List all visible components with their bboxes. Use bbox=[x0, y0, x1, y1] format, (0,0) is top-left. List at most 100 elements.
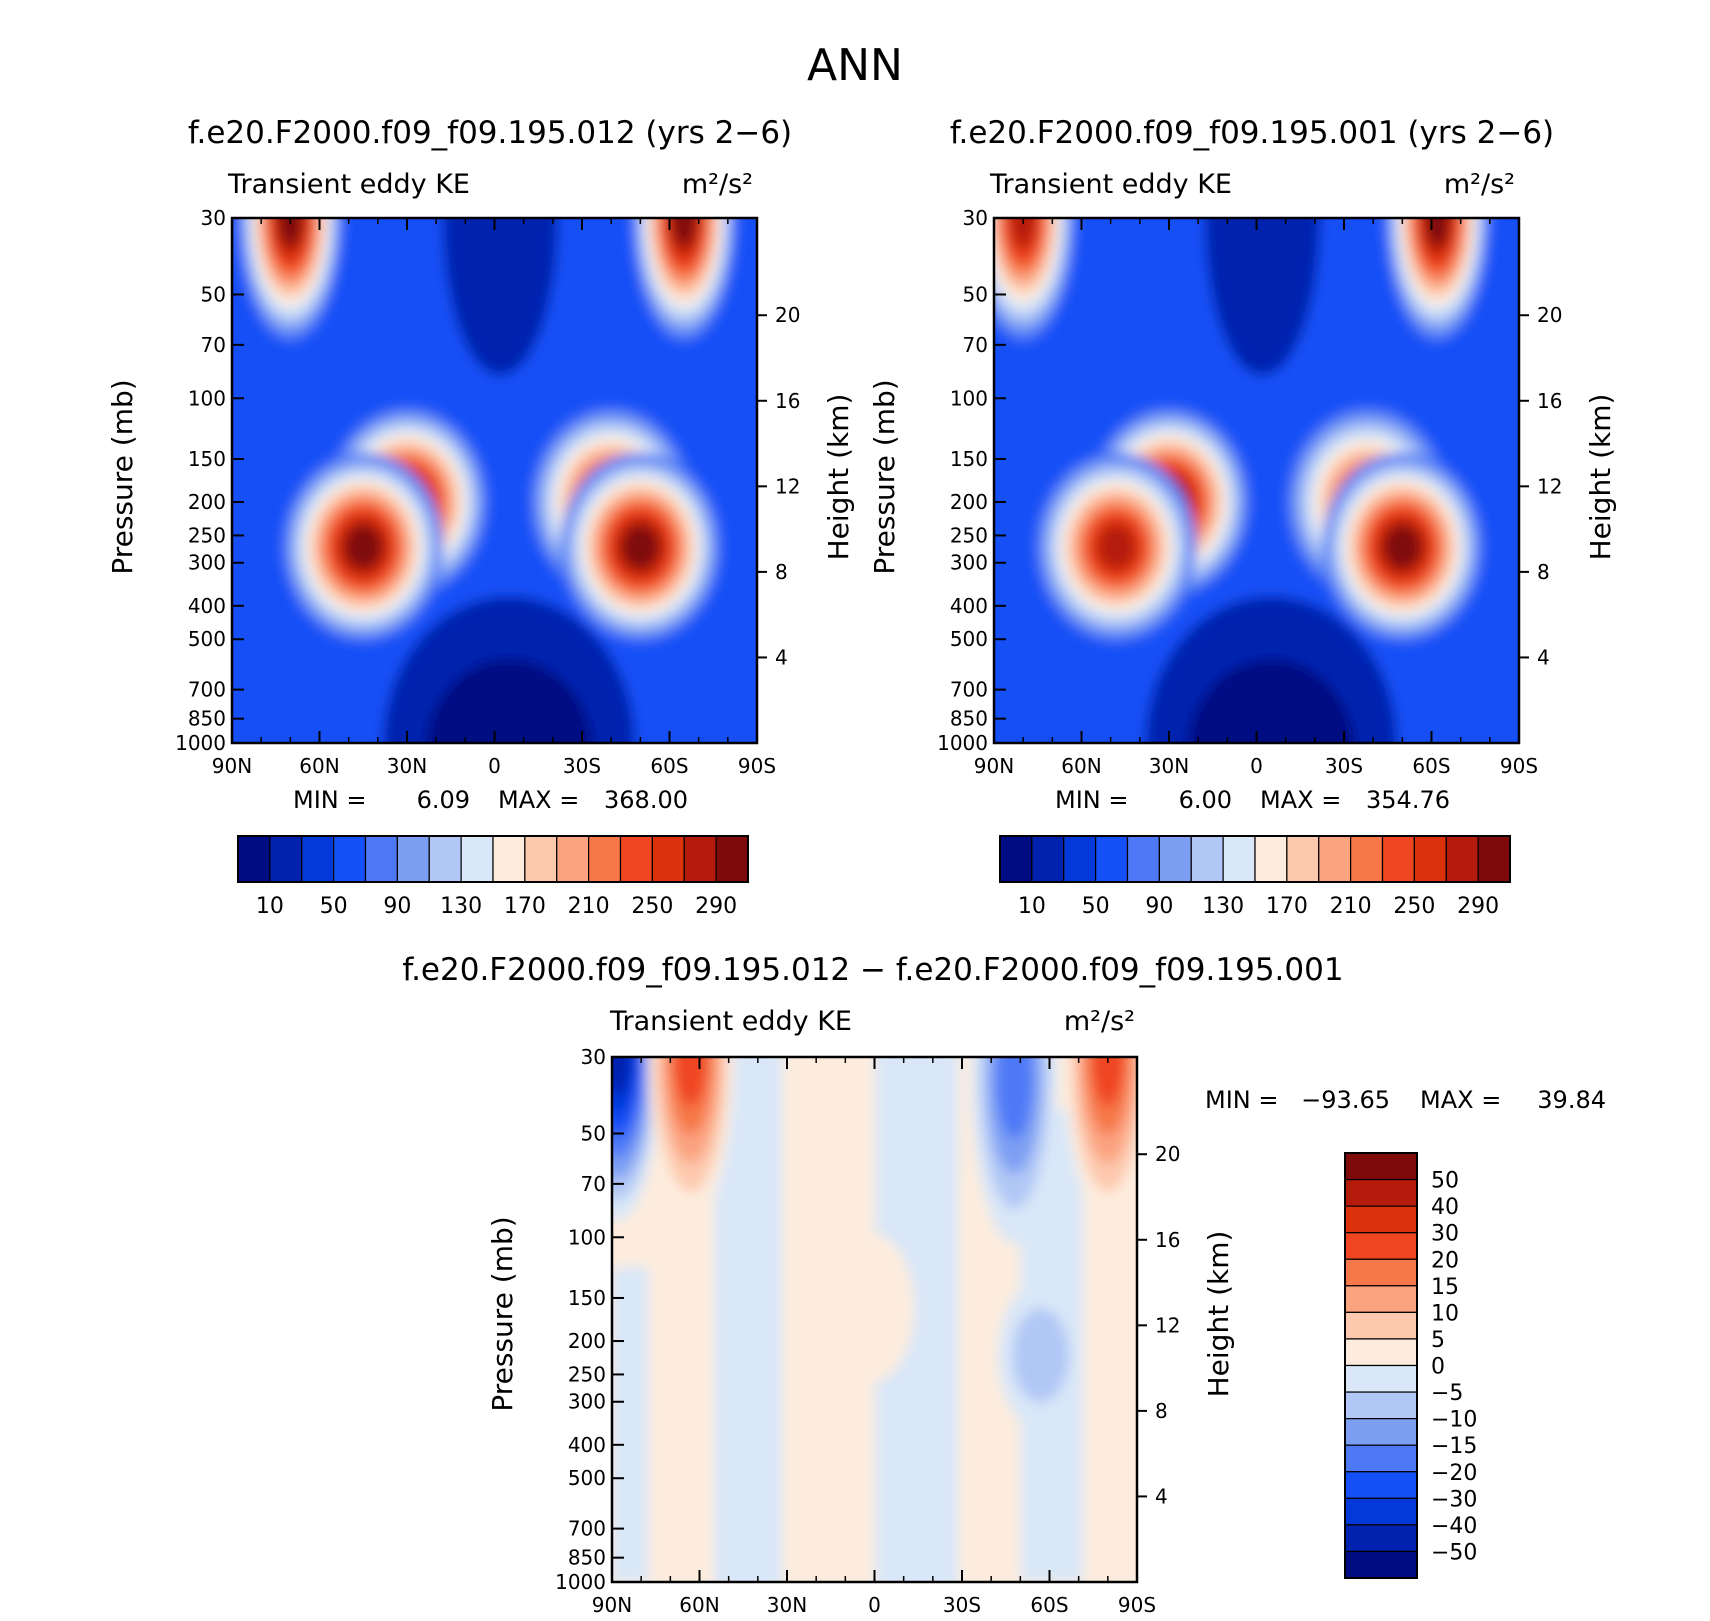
panel-2-ylabel-right: Height (km) bbox=[1584, 394, 1617, 561]
colorbar-label: −5 bbox=[1431, 1381, 1463, 1406]
colorbar-box bbox=[1344, 1205, 1418, 1234]
panel-3-title: f.e20.F2000.f09_f09.195.012 − f.e20.F200… bbox=[402, 952, 1343, 988]
colorbar-label: 10 bbox=[1018, 894, 1046, 919]
x-tick-label: 90N bbox=[592, 1593, 632, 1617]
colorbar-box bbox=[1344, 1391, 1418, 1420]
x-tick-label: 60S bbox=[1030, 1593, 1068, 1617]
panel-3-min-value: −93.65 bbox=[1301, 1086, 1390, 1114]
x-tick-label: 30S bbox=[1325, 754, 1363, 778]
panel-1-ylabel: Pressure (mb) bbox=[106, 379, 139, 574]
y-tick-label: 400 bbox=[188, 594, 226, 618]
colorbar-label: 0 bbox=[1431, 1355, 1445, 1380]
colorbar-box bbox=[1344, 1524, 1418, 1553]
colorbar-label: −20 bbox=[1431, 1461, 1477, 1486]
panel-3-ylabel: Pressure (mb) bbox=[486, 1216, 519, 1411]
colorbar-label: 290 bbox=[1457, 894, 1499, 919]
colorbar-label: 40 bbox=[1431, 1195, 1459, 1220]
colorbar-box bbox=[619, 835, 653, 883]
y-tick-label: 200 bbox=[188, 490, 226, 514]
colorbar-box bbox=[333, 835, 367, 883]
colorbar-box bbox=[492, 835, 526, 883]
y-tick-label: 700 bbox=[188, 678, 226, 702]
colorbar-label: 30 bbox=[1431, 1222, 1459, 1247]
y-tick-label: 500 bbox=[188, 627, 226, 651]
contour-layers bbox=[994, 218, 1519, 743]
panel-1-colorbar: 10 50 90 130 170 210 250 290 bbox=[237, 835, 749, 919]
diff-contour-4 bbox=[1012, 1308, 1069, 1403]
panel-2-max-label: MAX = bbox=[1260, 786, 1341, 814]
height-tick-label: 8 bbox=[775, 560, 788, 584]
colorbar-box bbox=[396, 835, 430, 883]
colorbar-box bbox=[1344, 1444, 1418, 1473]
x-tick-label: 30S bbox=[563, 754, 601, 778]
y-tick-label: 300 bbox=[188, 551, 226, 575]
height-tick-label: 16 bbox=[775, 389, 800, 413]
contour-layers bbox=[612, 1057, 1137, 1582]
y-tick-label: 850 bbox=[188, 707, 226, 731]
contour-layers bbox=[232, 218, 757, 743]
colorbar-box bbox=[1222, 835, 1256, 883]
colorbar-label: −40 bbox=[1431, 1514, 1477, 1539]
height-tick-label: 12 bbox=[775, 474, 800, 498]
y-tick-label: 50 bbox=[201, 282, 226, 306]
panel-2-min-value: 6.00 bbox=[1179, 786, 1232, 814]
colorbar-box bbox=[1344, 1364, 1418, 1393]
height-tick-label: 16 bbox=[1537, 389, 1562, 413]
colorbar-label: 50 bbox=[320, 894, 348, 919]
y-tick-label: 250 bbox=[950, 523, 988, 547]
contour-max-0 bbox=[278, 218, 302, 246]
height-tick-label: 20 bbox=[775, 303, 800, 327]
colorbar-box bbox=[999, 835, 1033, 883]
y-tick-label: 30 bbox=[581, 1045, 606, 1069]
x-tick-label: 0 bbox=[868, 1593, 881, 1617]
y-tick-label: 250 bbox=[188, 523, 226, 547]
x-tick-label: 30N bbox=[1149, 754, 1189, 778]
height-tick-label: 8 bbox=[1155, 1399, 1168, 1423]
colorbar-label: −30 bbox=[1431, 1487, 1477, 1512]
colorbar-label: 15 bbox=[1431, 1275, 1459, 1300]
colorbar-label: −15 bbox=[1431, 1434, 1477, 1459]
colorbar-label: 210 bbox=[1330, 894, 1372, 919]
colorbar-box bbox=[1158, 835, 1192, 883]
colorbar-box bbox=[1095, 835, 1129, 883]
colorbar-box bbox=[1286, 835, 1320, 883]
colorbar-box bbox=[524, 835, 558, 883]
y-tick-label: 30 bbox=[963, 206, 988, 230]
contour-field bbox=[994, 218, 1519, 743]
colorbar-box bbox=[428, 835, 462, 883]
height-tick-label: 12 bbox=[1155, 1313, 1180, 1337]
colorbar-label: 50 bbox=[1431, 1169, 1459, 1194]
panel-3: f.e20.F2000.f09_f09.195.012 − f.e20.F200… bbox=[402, 952, 1606, 1617]
panel-1-max-label: MAX = bbox=[498, 786, 579, 814]
colorbar-frame bbox=[237, 835, 749, 883]
colorbar-label: 130 bbox=[440, 894, 482, 919]
colorbar-box bbox=[1344, 1497, 1418, 1526]
colorbar-label: 50 bbox=[1082, 894, 1110, 919]
panel-2-colorbar: 10 50 90 130 170 210 250 290 bbox=[999, 835, 1511, 919]
panel-1-min-value: 6.09 bbox=[417, 786, 470, 814]
colorbar-box bbox=[1344, 1471, 1418, 1499]
y-tick-label: 850 bbox=[950, 707, 988, 731]
contour-max-5 bbox=[622, 526, 659, 568]
colorbar-label: −50 bbox=[1431, 1540, 1477, 1565]
contour-max-3 bbox=[345, 526, 381, 568]
colorbar-label: −10 bbox=[1431, 1408, 1477, 1433]
x-tick-label: 60N bbox=[1061, 754, 1101, 778]
y-tick-label: 300 bbox=[568, 1390, 606, 1414]
x-tick-label: 60S bbox=[1412, 754, 1450, 778]
colorbar-box bbox=[1413, 835, 1447, 883]
colorbar-label: 5 bbox=[1431, 1328, 1445, 1353]
panel-1-ylabel-right: Height (km) bbox=[822, 394, 855, 561]
contour-field bbox=[612, 1057, 1137, 1582]
height-tick-label: 12 bbox=[1537, 474, 1562, 498]
colorbar-box bbox=[1063, 835, 1097, 883]
y-tick-label: 30 bbox=[201, 206, 226, 230]
panel-2-min-label: MIN = bbox=[1055, 786, 1128, 814]
height-tick-label: 4 bbox=[775, 645, 788, 669]
y-tick-label: 100 bbox=[950, 386, 988, 410]
x-tick-label: 30N bbox=[387, 754, 427, 778]
x-tick-label: 30S bbox=[943, 1593, 981, 1617]
diff-contour-1 bbox=[674, 1057, 707, 1106]
